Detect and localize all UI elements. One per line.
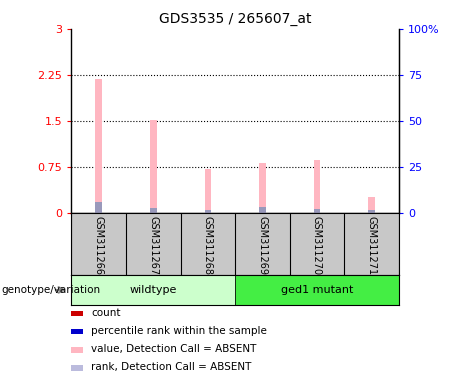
Bar bbox=[368, 197, 375, 213]
Bar bbox=[150, 208, 157, 213]
Text: GSM311270: GSM311270 bbox=[312, 216, 322, 275]
Text: rank, Detection Call = ABSENT: rank, Detection Call = ABSENT bbox=[91, 362, 251, 372]
Bar bbox=[95, 79, 102, 213]
Text: GSM311268: GSM311268 bbox=[203, 216, 213, 275]
Bar bbox=[71, 311, 83, 316]
Bar bbox=[71, 347, 83, 353]
Text: wildtype: wildtype bbox=[130, 285, 177, 295]
Text: percentile rank within the sample: percentile rank within the sample bbox=[91, 326, 267, 336]
Text: GSM311266: GSM311266 bbox=[94, 216, 104, 275]
Title: GDS3535 / 265607_at: GDS3535 / 265607_at bbox=[159, 12, 311, 26]
Bar bbox=[313, 209, 320, 213]
Bar bbox=[205, 169, 211, 213]
Bar bbox=[259, 163, 266, 213]
Bar bbox=[71, 365, 83, 371]
Bar bbox=[95, 202, 102, 213]
Bar bbox=[150, 120, 157, 213]
Text: GSM311271: GSM311271 bbox=[366, 216, 377, 275]
Text: GSM311269: GSM311269 bbox=[257, 216, 267, 275]
Bar bbox=[71, 329, 83, 334]
Bar bbox=[259, 207, 266, 213]
Bar bbox=[235, 275, 399, 305]
Bar bbox=[368, 210, 375, 213]
Text: GSM311267: GSM311267 bbox=[148, 216, 158, 275]
Bar bbox=[205, 210, 211, 213]
Bar bbox=[71, 275, 235, 305]
Bar bbox=[313, 160, 320, 213]
Text: genotype/variation: genotype/variation bbox=[1, 285, 100, 295]
Text: value, Detection Call = ABSENT: value, Detection Call = ABSENT bbox=[91, 344, 256, 354]
Text: count: count bbox=[91, 308, 121, 318]
Text: ged1 mutant: ged1 mutant bbox=[281, 285, 353, 295]
